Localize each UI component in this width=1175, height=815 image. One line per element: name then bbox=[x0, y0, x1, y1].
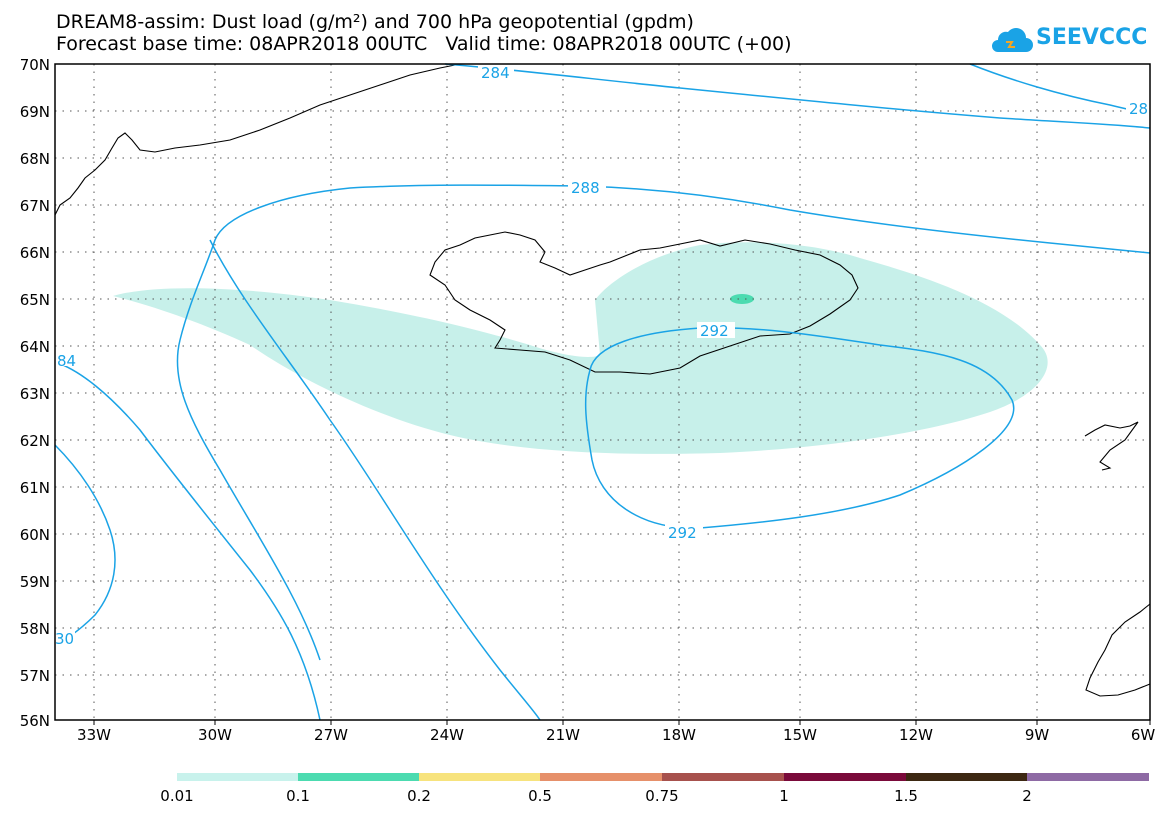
contour-284-west bbox=[54, 361, 321, 721]
lat-label: 59N bbox=[19, 573, 50, 591]
lat-label: 60N bbox=[19, 526, 50, 544]
lat-label: 63N bbox=[19, 385, 50, 403]
colorbar-label: 0.5 bbox=[528, 787, 552, 805]
contour-label-292-south: 292 bbox=[668, 524, 697, 542]
lon-label: 24W bbox=[430, 726, 464, 744]
lat-label: 62N bbox=[19, 432, 50, 450]
lat-label: 69N bbox=[19, 103, 50, 121]
seevccc-logo: SEEVCCC bbox=[990, 20, 1160, 60]
lon-label: 18W bbox=[662, 726, 696, 744]
lat-label: 65N bbox=[19, 291, 50, 309]
logo-text: SEEVCCC bbox=[1036, 25, 1148, 50]
lon-label: 33W bbox=[77, 726, 111, 744]
lon-label: 30W bbox=[198, 726, 232, 744]
colorbar-label: 1.5 bbox=[894, 787, 918, 805]
colorbar-swatch bbox=[906, 773, 1027, 781]
map-frame bbox=[54, 63, 1151, 721]
colorbar-swatch bbox=[419, 773, 540, 781]
cloud-icon bbox=[992, 28, 1033, 52]
contour-28x-northeast bbox=[969, 63, 1151, 114]
contour-284-north bbox=[444, 63, 1151, 129]
lon-label: 6W bbox=[1130, 726, 1156, 744]
colorbar-label: 0.75 bbox=[645, 787, 679, 805]
colorbar-swatch bbox=[784, 773, 906, 781]
colorbar-swatch bbox=[662, 773, 784, 781]
colorbar-swatch bbox=[1027, 773, 1149, 781]
faroe-coast bbox=[1084, 421, 1139, 471]
colorbar-swatch bbox=[540, 773, 662, 781]
contour-284-west-b bbox=[209, 239, 541, 721]
lat-label: 68N bbox=[19, 150, 50, 168]
colorbar-label: 0.01 bbox=[160, 787, 194, 805]
colorbar-swatch bbox=[298, 773, 419, 781]
colorbar-label: 2 bbox=[1022, 787, 1032, 805]
lat-label: 70N bbox=[19, 56, 50, 74]
lon-label: 27W bbox=[314, 726, 348, 744]
contour-label-288: 288 bbox=[571, 179, 600, 197]
colorbar-label: 0.1 bbox=[286, 787, 310, 805]
dust-load-patch bbox=[730, 294, 754, 304]
greenland-coast bbox=[54, 63, 461, 216]
contour-280-west bbox=[54, 444, 116, 646]
colorbar-label: 0.2 bbox=[407, 787, 431, 805]
chart-title: DREAM8-assim: Dust load (g/m²) and 700 h… bbox=[56, 11, 694, 33]
colorbar-swatch bbox=[177, 773, 298, 781]
lat-label: 56N bbox=[19, 712, 50, 730]
contour-label-28: 28 bbox=[1129, 100, 1148, 118]
lat-label: 61N bbox=[19, 479, 50, 497]
contour-label-292-north: 292 bbox=[700, 322, 729, 340]
lat-label: 58N bbox=[19, 620, 50, 638]
lat-label: 66N bbox=[19, 244, 50, 262]
forecast-times: Forecast base time: 08APR2018 00UTC Vali… bbox=[56, 33, 792, 55]
contour-label-84: 84 bbox=[57, 352, 76, 370]
dust-load-area bbox=[113, 242, 1048, 454]
lat-label: 57N bbox=[19, 667, 50, 685]
scotland-coast bbox=[1085, 603, 1151, 697]
contour-label-284: 284 bbox=[481, 64, 510, 82]
lon-label: 12W bbox=[899, 726, 933, 744]
lon-label: 9W bbox=[1024, 726, 1050, 744]
colorbar-label: 1 bbox=[779, 787, 789, 805]
iceland-coast bbox=[429, 231, 859, 375]
lat-label: 67N bbox=[19, 197, 50, 215]
lat-label: 64N bbox=[19, 338, 50, 356]
contour-label-30: 30 bbox=[55, 630, 74, 648]
lon-label: 15W bbox=[783, 726, 817, 744]
contour-288 bbox=[176, 184, 1151, 661]
lon-label: 21W bbox=[546, 726, 580, 744]
